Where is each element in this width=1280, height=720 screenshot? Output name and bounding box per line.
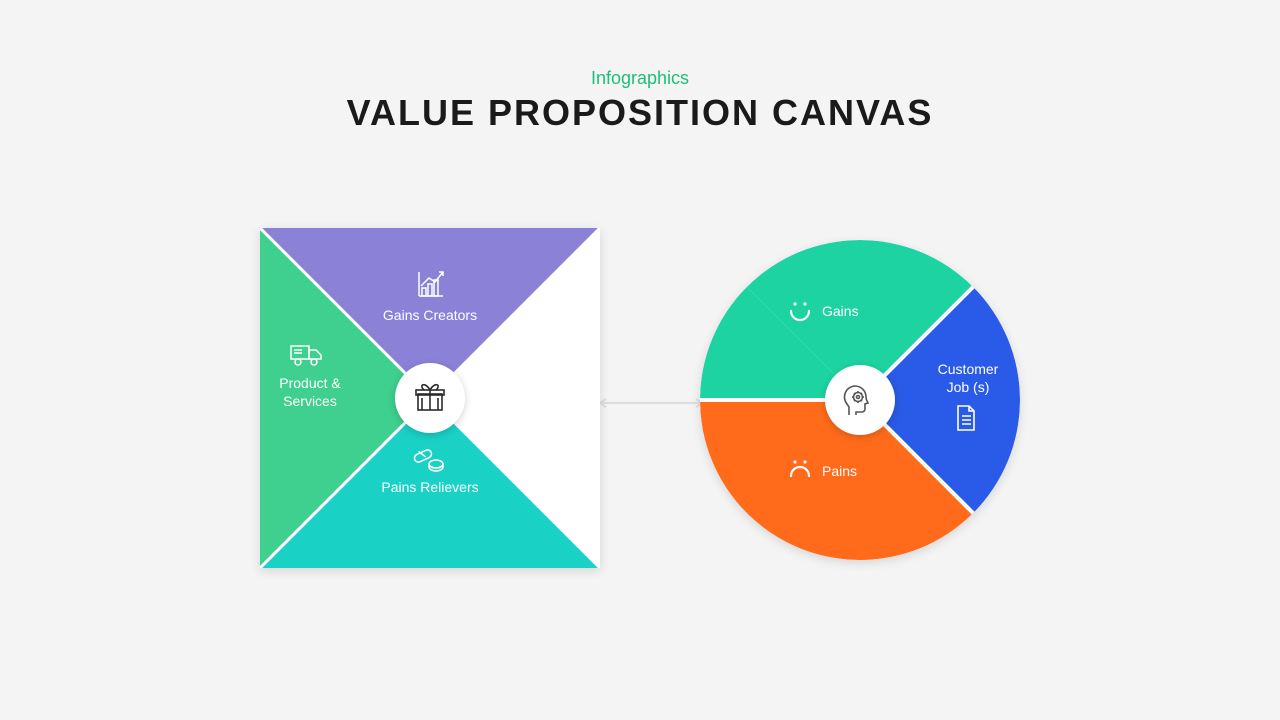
label-pains: Pains: [822, 462, 857, 480]
head-gear-icon: [842, 382, 878, 418]
circle-center-badge: [825, 365, 895, 435]
gift-icon: [412, 380, 448, 416]
label-customer-jobs: Customer Job (s): [928, 360, 1008, 396]
growth-chart-icon: [415, 268, 447, 300]
frown-icon: [786, 454, 814, 487]
customer-profile-circle: Gains Pains Customer Job (s): [700, 240, 1020, 560]
truck-icon: [290, 343, 324, 367]
page-title: VALUE PROPOSITION CANVAS: [0, 92, 1280, 134]
value-map-square: Gains Creators Product & Services Pains …: [260, 228, 600, 568]
page-subtitle: Infographics: [0, 68, 1280, 89]
label-gains: Gains: [822, 302, 859, 320]
document-icon: [954, 404, 978, 437]
label-product-services: Product & Services: [270, 374, 350, 410]
label-pains-relievers: Pains Relievers: [370, 478, 490, 496]
smile-icon: [786, 296, 814, 329]
label-gains-creators: Gains Creators: [370, 306, 490, 324]
connector-arrow: [596, 395, 706, 405]
square-center-badge: [395, 363, 465, 433]
pills-icon: [412, 446, 446, 474]
